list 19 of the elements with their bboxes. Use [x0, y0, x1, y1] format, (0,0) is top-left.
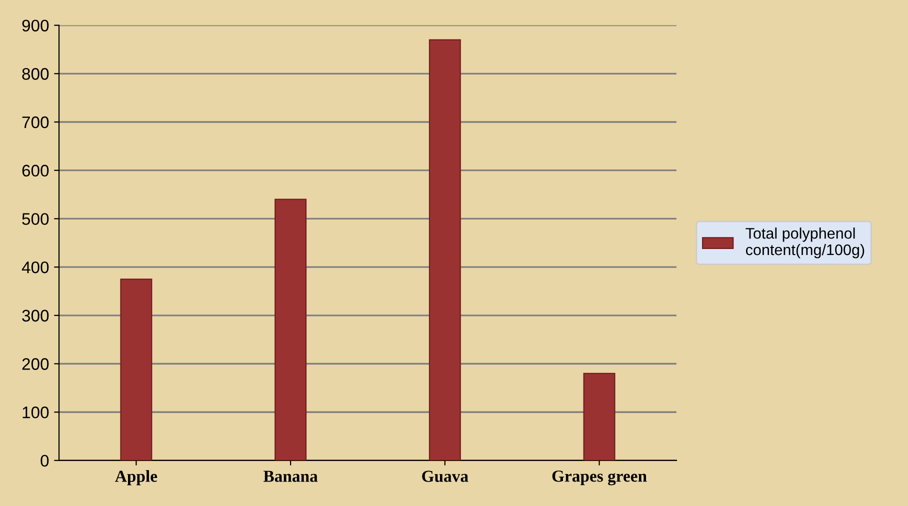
bar	[120, 278, 152, 460]
bar	[428, 39, 461, 460]
y-tick-label: 200	[22, 358, 49, 370]
y-tick-label: 0	[40, 454, 49, 467]
y-tick-label: 500	[22, 213, 49, 225]
y-tick-label: 400	[22, 261, 49, 274]
y-tick-label: 300	[22, 310, 49, 322]
y-tick-label: 700	[22, 116, 49, 128]
legend-label: Total polyphenol content(mg/100g)	[746, 228, 864, 258]
y-tick-label: 600	[22, 164, 49, 177]
y-tick-label: 900	[22, 20, 49, 32]
y-tick-label: 800	[22, 68, 49, 80]
bar	[583, 372, 616, 460]
x-tick-label: Apple	[115, 470, 158, 486]
bar	[274, 198, 307, 460]
x-tick-label: Banana	[264, 470, 318, 482]
x-tick-label: Guava	[422, 470, 468, 482]
x-tick-label: Grapes green	[552, 470, 647, 486]
y-tick-label: 100	[22, 406, 49, 418]
